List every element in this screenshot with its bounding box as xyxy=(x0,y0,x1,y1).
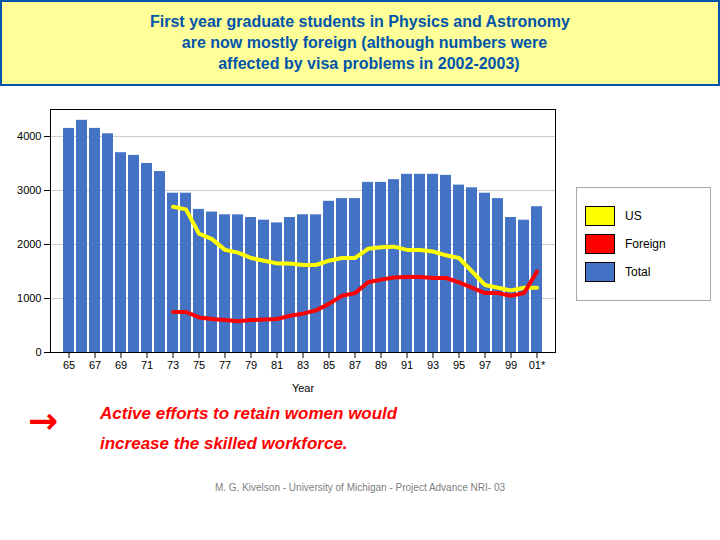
svg-text:75: 75 xyxy=(193,360,205,372)
svg-text:2000: 2000 xyxy=(17,238,41,250)
html-text:Total: Total xyxy=(625,265,651,280)
svg-text:0: 0 xyxy=(35,346,41,358)
svg-text:97: 97 xyxy=(479,360,491,372)
svg-text:73: 73 xyxy=(167,360,179,372)
svg-text:81: 81 xyxy=(271,360,283,372)
svg-text:85: 85 xyxy=(323,360,335,372)
svg-text:3000: 3000 xyxy=(17,184,41,196)
svg-text:69: 69 xyxy=(115,360,127,372)
svg-text:1000: 1000 xyxy=(17,292,41,304)
svg-text:87: 87 xyxy=(349,360,361,372)
html-text:Foreign: Foreign xyxy=(625,237,666,252)
svg-text:93: 93 xyxy=(427,360,439,372)
svg-text:91: 91 xyxy=(401,360,413,372)
svg-text:77: 77 xyxy=(219,360,231,372)
svg-text:65: 65 xyxy=(63,360,75,372)
svg-text:95: 95 xyxy=(453,360,465,372)
svg-text:89: 89 xyxy=(375,360,387,372)
html-text:increase the skilled workforce: increase the skilled workforce. xyxy=(100,434,348,454)
svg-text:4000: 4000 xyxy=(17,130,41,142)
html-text:M. G. Kivelson - University of: M. G. Kivelson - University of Michigan … xyxy=(214,482,505,494)
svg-text:Year: Year xyxy=(292,382,315,394)
svg-text:67: 67 xyxy=(89,360,101,372)
html-text:US: US xyxy=(625,209,642,224)
svg-text:71: 71 xyxy=(141,360,153,372)
html-text:Active efforts to retain women: Active efforts to retain women would xyxy=(100,404,398,424)
svg-text:79: 79 xyxy=(245,360,257,372)
html-text:First year graduate students i: First year graduate students in Physics … xyxy=(150,13,570,72)
svg-text:01*: 01* xyxy=(529,360,546,372)
svg-text:99: 99 xyxy=(505,360,517,372)
svg-text:83: 83 xyxy=(297,360,309,372)
